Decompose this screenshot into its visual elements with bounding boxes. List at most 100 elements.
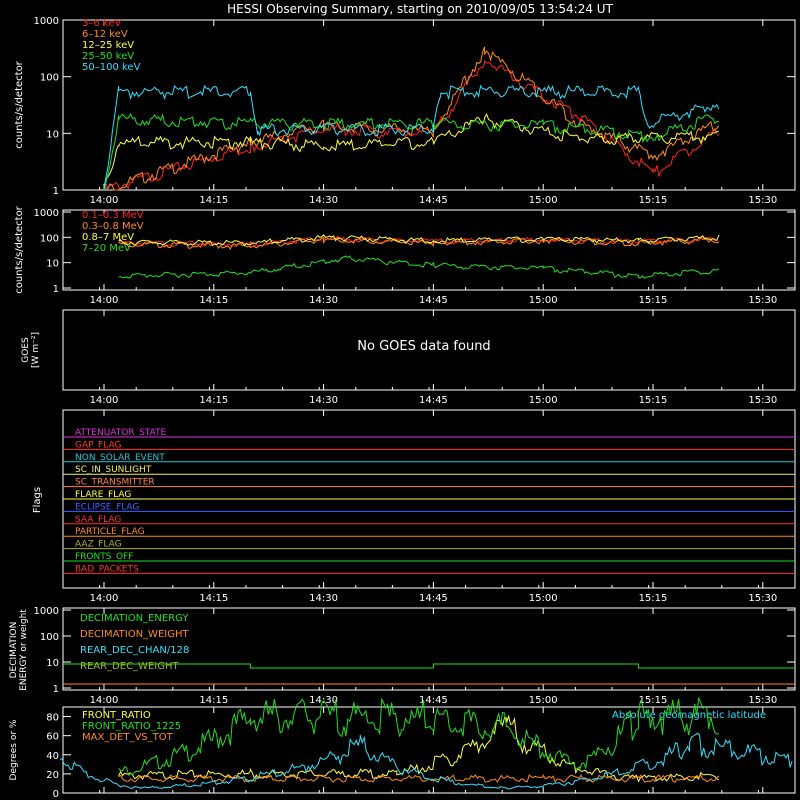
time-tick-label: 15:15: [639, 295, 668, 306]
panel2-ytick-label: 1000: [34, 208, 59, 219]
panel5-legend-entry: DECIMATION_WEIGHT: [80, 629, 189, 640]
panel1-legend-entry: 6–12 keV: [82, 29, 128, 40]
panel2-ytick-label: 100: [40, 233, 59, 244]
panel6-ytick-label: 80: [46, 713, 59, 724]
flag-label: SC_IN_SUNLIGHT: [75, 465, 152, 475]
panel1-ytick-label: 10: [46, 129, 59, 140]
panel1-series-line: [103, 112, 719, 191]
panel5-ytick-label: 100: [40, 632, 59, 643]
panel6-legend-entry: MAX_DET_VS_TOT: [82, 732, 174, 743]
time-tick-label: 14:45: [419, 695, 448, 706]
panel5-legend-entry: DECIMATION_ENERGY: [80, 613, 189, 624]
time-tick-label: 15:15: [639, 593, 668, 604]
panel6-ytick-label: 60: [46, 732, 59, 743]
panel1-ylabel: counts/s/detector: [14, 60, 25, 148]
panel1-series-line: [103, 113, 720, 188]
time-tick-label: 14:30: [309, 695, 338, 706]
panel2-ytick-label: 1: [53, 284, 59, 295]
panel6-series-line: [118, 773, 720, 783]
panel6-series-line: [118, 697, 719, 776]
time-tick-label: 14:00: [90, 195, 119, 206]
panel6-legend-entry: FRONT_RATIO: [82, 710, 151, 721]
time-tick-label: 15:00: [529, 395, 558, 406]
time-tick-label: 14:45: [419, 195, 448, 206]
time-tick-label: 14:15: [199, 593, 228, 604]
time-tick-label: 15:30: [748, 593, 777, 604]
panel5-ytick-label: 1000: [34, 606, 59, 617]
flag-label: AAZ_FLAG: [75, 540, 122, 550]
panel2-legend-entry: 0.3–0.8 MeV: [82, 221, 144, 232]
panel3-ylabel-1: GOES: [21, 337, 31, 363]
panel3-message: No GOES data found: [357, 339, 490, 354]
panel5-ylabel-2: ENERGY or weight: [19, 609, 29, 691]
panel1-ytick-label: 100: [40, 73, 59, 84]
panel6-ytick-label: 40: [46, 751, 59, 762]
time-tick-label: 14:15: [199, 695, 228, 706]
panel2-legend-entry: 7–20 MeV: [82, 243, 131, 254]
time-tick-label: 14:45: [419, 395, 448, 406]
panel2-series-line: [118, 233, 720, 247]
panel5-series-line: [63, 663, 795, 669]
flag-label: ATTENUATOR_STATE: [75, 428, 167, 438]
time-tick-label: 14:15: [199, 295, 228, 306]
panel2-series-line: [118, 255, 720, 279]
flag-label: ECLIPSE_FLAG: [75, 502, 139, 512]
panel6-series-line: [60, 732, 793, 790]
panel1-legend-entry: 3–6 keV: [82, 18, 121, 29]
time-tick-label: 15:00: [529, 195, 558, 206]
flag-label: FRONTS_OFF: [75, 552, 133, 562]
time-tick-label: 14:15: [199, 195, 228, 206]
panel1-series-line: [103, 46, 720, 191]
time-tick-label: 14:00: [90, 695, 119, 706]
panel5-legend-entry: REAR_DEC_WEIGHT: [80, 661, 179, 672]
panel6-legend-entry: FRONT_RATIO_1225: [82, 721, 181, 732]
panel-frame-2: [62, 209, 796, 291]
time-tick-label: 15:30: [748, 395, 777, 406]
time-tick-label: 15:15: [639, 195, 668, 206]
time-tick-label: 15:15: [639, 395, 668, 406]
panel1-ytick-label: 1: [53, 186, 59, 197]
panel1-legend-entry: 50–100 keV: [82, 62, 141, 73]
panel5-ytick-label: 10: [46, 658, 59, 669]
panel2-ytick-label: 10: [46, 259, 59, 270]
flag-label: SC_TRANSMITTER: [75, 478, 155, 488]
time-tick-label: 14:00: [90, 593, 119, 604]
time-tick-label: 14:00: [90, 395, 119, 406]
panel6-ytick-label: 0: [53, 789, 59, 800]
panel6-ytick-label: 20: [46, 770, 59, 781]
time-tick-label: 14:45: [419, 295, 448, 306]
flag-label: BAD_PACKETS: [75, 564, 139, 574]
time-tick-label: 14:45: [419, 593, 448, 604]
flag-label: GAP_FLAG: [75, 440, 121, 450]
chart-marks: 14:00 14:15 14:30 14:45 15:00 15:15 15:30 14:00…: [34, 16, 796, 800]
panel5-legend-entry: REAR_DEC_CHAN/128: [80, 645, 189, 656]
time-tick-label: 14:15: [199, 395, 228, 406]
panel1-ytick-label: 1000: [34, 16, 59, 27]
time-tick-label: 15:00: [529, 695, 558, 706]
chart-title: HESSI Observing Summary, starting on 201…: [227, 2, 613, 16]
panel5-ytick-label: 1: [53, 684, 59, 695]
time-tick-label: 15:00: [529, 295, 558, 306]
panel5-ylabel-1: DECIMATION: [9, 622, 19, 679]
panel2-ylabel: counts/s/detector: [14, 205, 25, 293]
time-tick-label: 14:30: [309, 593, 338, 604]
flag-label: PARTICLE_FLAG: [75, 527, 145, 537]
panel2-legend-entry: 0.1–0.3 MeV: [82, 210, 144, 221]
flag-label: SAA_FLAG: [75, 515, 121, 525]
panel1-series-line: [103, 84, 720, 191]
time-tick-label: 15:30: [748, 195, 777, 206]
panel1-legend-entry: 12–25 keV: [82, 40, 134, 51]
time-tick-label: 14:30: [309, 195, 338, 206]
time-tick-label: 15:15: [639, 695, 668, 706]
panel1-legend-entry: 25–50 keV: [82, 51, 134, 62]
panel4-ylabel: Flags: [32, 487, 43, 513]
flag-label: NON_SOLAR_EVENT: [75, 453, 165, 463]
time-tick-label: 15:30: [748, 295, 777, 306]
time-tick-label: 15:30: [748, 695, 777, 706]
panel6-series-line: [118, 714, 720, 783]
panel3-ylabel-2: [W m⁻²]: [31, 332, 41, 368]
panel2-legend-entry: 0.8–7 MeV: [82, 232, 134, 243]
panel6-right-legend: Absolute geomagnetic latitude: [612, 710, 766, 721]
time-tick-label: 14:30: [309, 395, 338, 406]
